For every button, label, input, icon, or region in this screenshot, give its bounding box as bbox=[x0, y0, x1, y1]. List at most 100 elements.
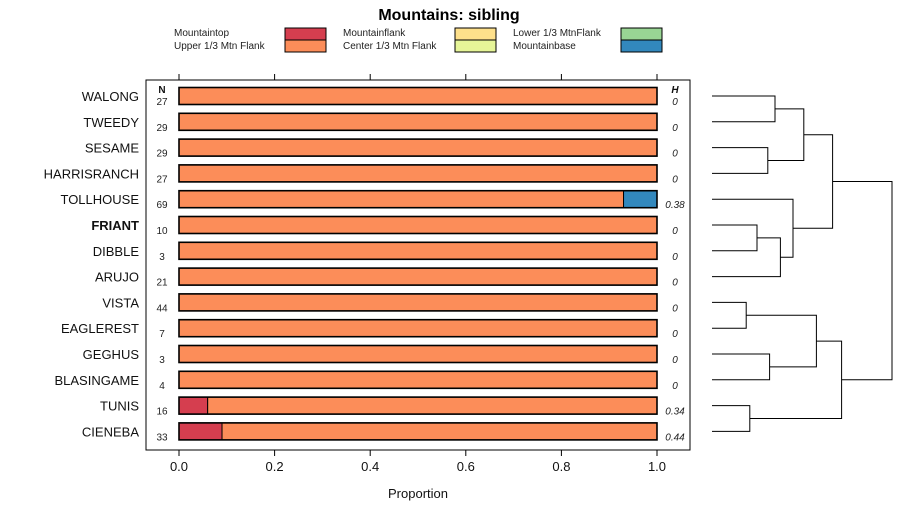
bar-segment-upper bbox=[221, 422, 658, 441]
bar-outline bbox=[178, 293, 658, 312]
bar-segment-upper bbox=[178, 370, 658, 389]
h-value: 0.34 bbox=[665, 407, 685, 418]
bar-outline bbox=[178, 241, 658, 261]
n-value: 10 bbox=[156, 226, 168, 237]
dendrogram-branch bbox=[712, 405, 751, 432]
dendrogram-branch bbox=[712, 301, 747, 329]
legend: Mountaintop Upper 1/3 Mtn Flank Mountainfl… bbox=[174, 27, 663, 53]
h-value: 0 bbox=[672, 381, 678, 392]
bar-row: TWEEDY 29 0 bbox=[83, 112, 678, 134]
bar-outline bbox=[178, 396, 658, 415]
bar-row: FRIANT 10 0 bbox=[91, 215, 678, 237]
bar-outline bbox=[178, 189, 658, 209]
legend-swatch-lower bbox=[620, 27, 663, 41]
site-label: BLASINGAME bbox=[54, 373, 139, 388]
bar-segment-upper bbox=[178, 267, 658, 286]
legend-label-lower: Lower 1/3 MtnFlank bbox=[513, 28, 602, 39]
site-label: FRIANT bbox=[91, 218, 139, 233]
bar-segment-upper bbox=[178, 112, 658, 131]
n-value: 27 bbox=[156, 97, 168, 108]
n-value: 16 bbox=[156, 407, 168, 418]
legend-label-mountaintop: Mountaintop bbox=[174, 28, 229, 39]
bar-segment-upper bbox=[178, 345, 658, 363]
dendrogram-branch bbox=[712, 147, 769, 174]
site-label: ARUJO bbox=[95, 270, 139, 285]
dendrogram-branch bbox=[712, 224, 758, 252]
n-value: 29 bbox=[156, 149, 168, 160]
h-value: 0.44 bbox=[665, 432, 685, 443]
bar-row: TOLLHOUSE 69 0.38 bbox=[60, 189, 685, 211]
legend-swatch-upper bbox=[284, 39, 327, 53]
bar-outline bbox=[178, 318, 658, 338]
bar-segment-upper bbox=[178, 293, 658, 312]
n-value: 3 bbox=[159, 252, 165, 263]
x-axis-label: Proportion bbox=[388, 486, 448, 501]
n-value: 33 bbox=[156, 432, 168, 443]
bar-row: SESAME 29 0 bbox=[85, 138, 678, 160]
bar-segment-upper bbox=[178, 241, 658, 260]
dendrogram-branch bbox=[712, 353, 771, 381]
dendrogram-branch bbox=[712, 95, 776, 123]
h-value: 0 bbox=[672, 355, 678, 366]
dendrogram bbox=[712, 95, 893, 432]
h-value: 0 bbox=[672, 97, 678, 108]
bar-segment-upper bbox=[178, 216, 658, 234]
plot-frame bbox=[145, 79, 691, 451]
n-value: 21 bbox=[156, 278, 168, 289]
bar-row: WALONG 27 0 bbox=[82, 86, 678, 108]
x-axis: 0.0 0.2 0.4 0.6 0.8 1.0 bbox=[170, 74, 666, 474]
bar-row: HARRISRANCH 27 0 bbox=[44, 164, 678, 185]
x-tick-label: 0.2 bbox=[266, 459, 284, 474]
x-tick-label: 0.4 bbox=[361, 459, 379, 474]
h-value: 0 bbox=[672, 123, 678, 134]
legend-label-mountainflank: Mountainflank bbox=[343, 28, 406, 39]
dendrogram-branch bbox=[746, 314, 817, 368]
site-label: SESAME bbox=[85, 141, 140, 156]
site-label: WALONG bbox=[82, 89, 139, 104]
site-label: DIBBLE bbox=[93, 244, 140, 259]
bar-outline bbox=[178, 112, 658, 132]
bar-outline bbox=[178, 344, 658, 364]
site-label: VISTA bbox=[102, 295, 139, 310]
bar-row: VISTA 44 0 bbox=[102, 293, 678, 314]
bar-outline bbox=[178, 164, 658, 183]
bar-row: TUNIS 16 0.34 bbox=[100, 396, 685, 418]
h-value: 0 bbox=[672, 278, 678, 289]
h-value: 0.38 bbox=[665, 200, 685, 211]
dendrogram-branch bbox=[793, 134, 834, 229]
x-tick-label: 0.8 bbox=[552, 459, 570, 474]
h-value: 0 bbox=[672, 329, 678, 340]
bar-row: EAGLEREST 7 0 bbox=[61, 318, 678, 340]
site-label: TUNIS bbox=[100, 399, 139, 414]
legend-swatch-mountainbase bbox=[620, 39, 663, 53]
n-value: 3 bbox=[159, 355, 165, 366]
bar-outline bbox=[178, 370, 658, 390]
chart-title: Mountains: sibling bbox=[378, 7, 519, 24]
site-label: TOLLHOUSE bbox=[60, 192, 139, 207]
bar-segment-upper bbox=[178, 138, 658, 157]
bar-rows: WALONG 27 0 TWEEDY 29 0 SESAME 29 0 HARRISRANCH 27… bbox=[44, 86, 685, 443]
site-label: HARRISRANCH bbox=[44, 166, 139, 181]
bar-outline bbox=[178, 86, 658, 106]
n-value: 4 bbox=[159, 381, 165, 392]
legend-label-center: Center 1/3 Mtn Flank bbox=[343, 41, 437, 52]
site-label: EAGLEREST bbox=[61, 321, 139, 336]
h-column-header: H bbox=[671, 85, 679, 96]
n-value: 27 bbox=[156, 174, 168, 185]
bar-row: GEGHUS 3 0 bbox=[83, 344, 678, 366]
bar-outline bbox=[178, 138, 658, 157]
n-column-header: N bbox=[158, 85, 165, 96]
bar-segment-upper bbox=[178, 164, 658, 183]
bar-segment-mountainbase bbox=[623, 190, 658, 209]
bar-segment-upper bbox=[207, 396, 658, 415]
legend-label-upper: Upper 1/3 Mtn Flank bbox=[174, 41, 266, 52]
x-tick-label: 0.6 bbox=[457, 459, 475, 474]
h-value: 0 bbox=[672, 303, 678, 314]
bar-segment-upper bbox=[178, 87, 658, 105]
bar-segment-upper bbox=[178, 190, 625, 209]
x-tick-label: 1.0 bbox=[648, 459, 666, 474]
h-value: 0 bbox=[672, 149, 678, 160]
bar-outline bbox=[178, 422, 658, 441]
bar-segment-mountaintop bbox=[178, 422, 223, 441]
